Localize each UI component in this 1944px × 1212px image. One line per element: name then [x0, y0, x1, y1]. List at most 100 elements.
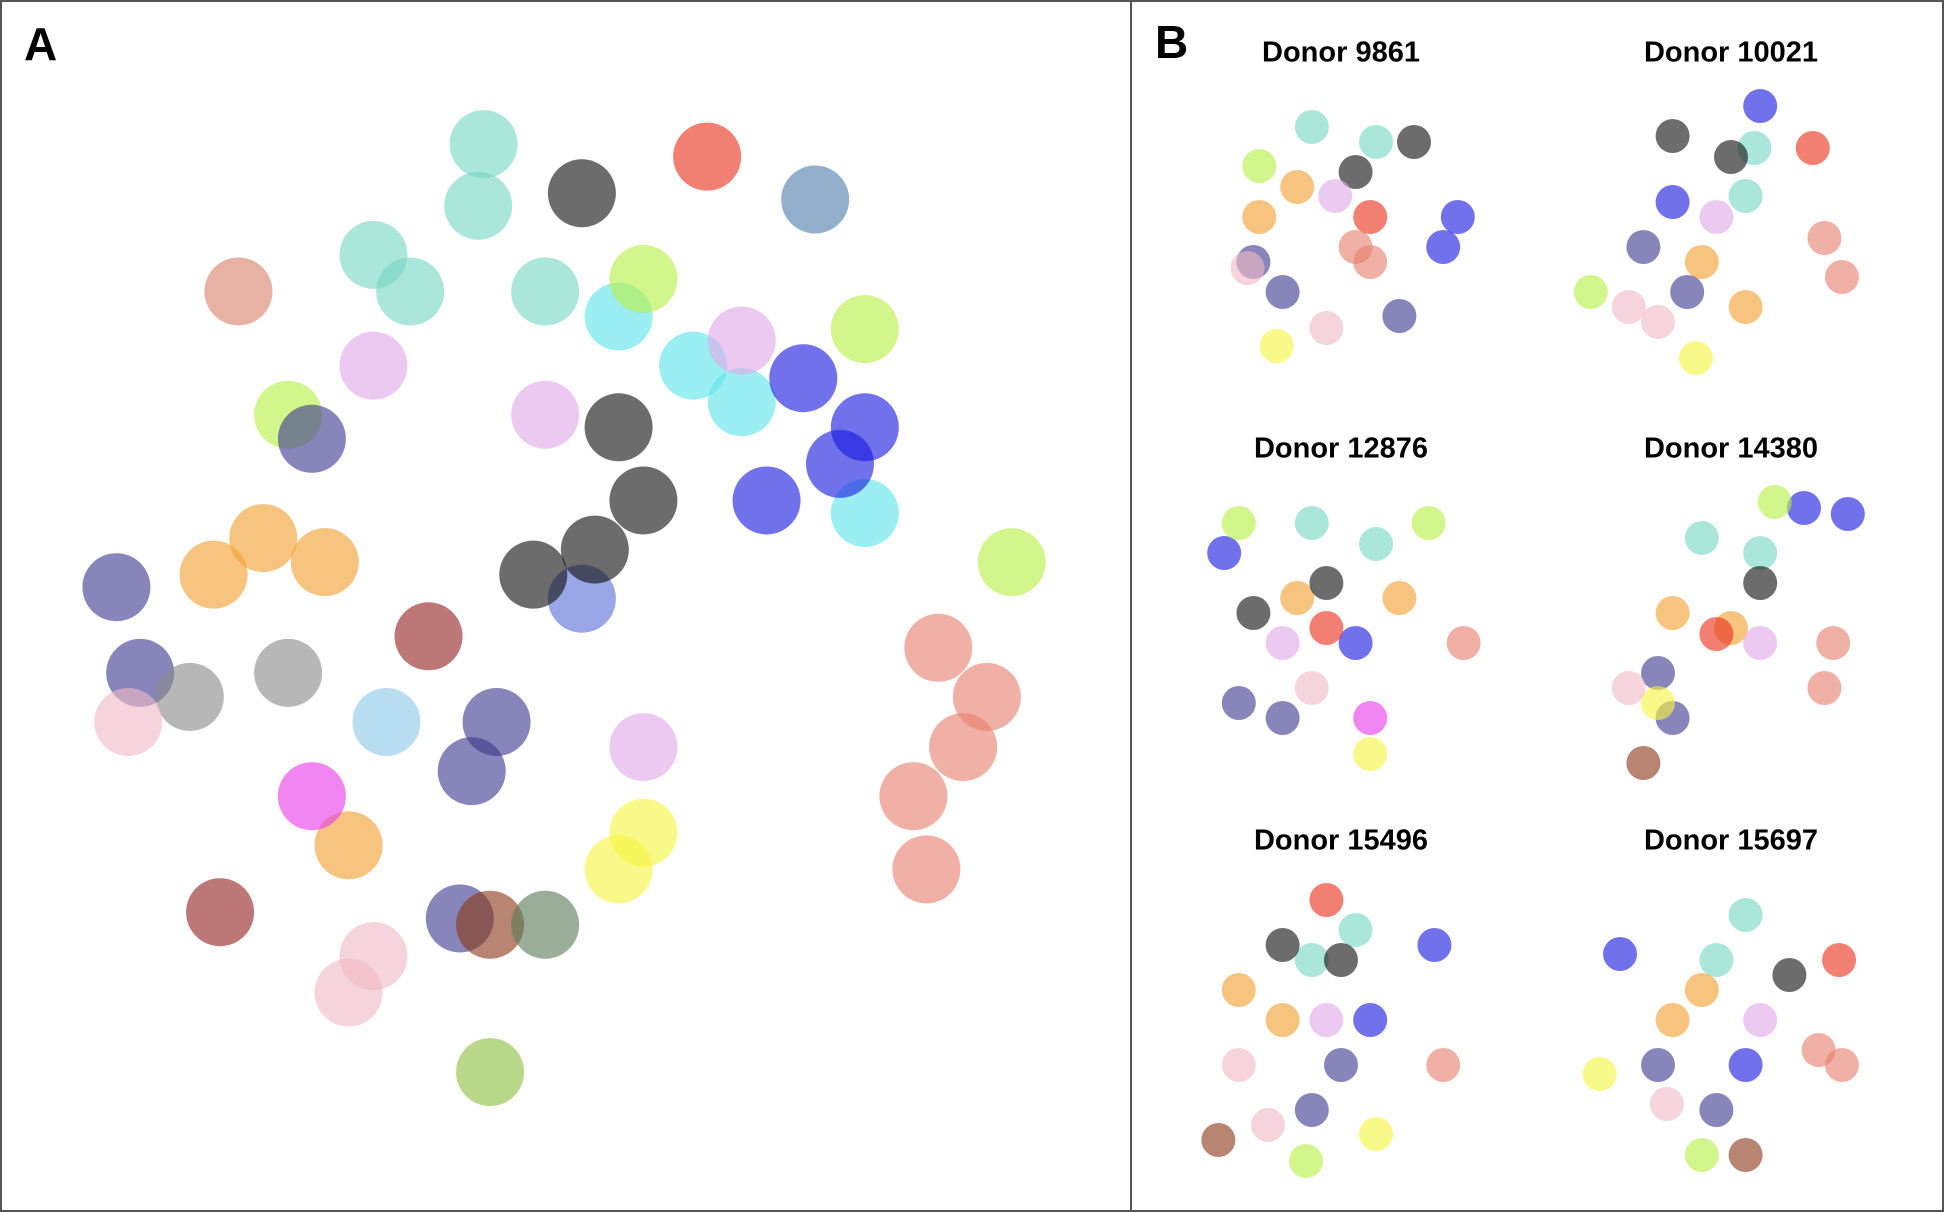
point-cluster [1822, 943, 1857, 977]
point-cluster [1309, 1003, 1344, 1037]
point-cluster [1728, 179, 1763, 213]
point-cluster [781, 165, 850, 234]
point-cluster [1397, 125, 1431, 159]
point-cluster [977, 528, 1046, 597]
point-cluster [1743, 626, 1778, 660]
point-cluster [314, 958, 383, 1027]
panel-title: Donor 10021 [1644, 37, 1818, 69]
point-cluster [892, 835, 961, 904]
point-cluster [1221, 1048, 1256, 1082]
point-cluster [1684, 245, 1719, 279]
point-cluster [339, 220, 408, 289]
panel-label: B [1155, 16, 1188, 68]
point-cluster [1353, 200, 1388, 234]
point-cluster [707, 368, 776, 437]
point-cluster [1655, 119, 1690, 153]
point-cluster [609, 713, 678, 782]
point-cluster [1309, 566, 1344, 600]
point-cluster [1611, 671, 1646, 705]
point-cluster [1353, 245, 1388, 279]
point-cluster [879, 762, 948, 831]
point-cluster [1426, 230, 1461, 264]
point-cluster [732, 466, 801, 535]
point-cluster [1338, 155, 1373, 189]
point-cluster [1655, 596, 1690, 630]
panel-title: Donor 15496 [1254, 825, 1428, 857]
point-cluster [707, 306, 776, 375]
point-cluster [1221, 506, 1256, 540]
point-cluster [1338, 626, 1373, 660]
scatter-points [1573, 89, 1859, 375]
point-cluster [449, 110, 518, 179]
point-cluster [1309, 883, 1344, 917]
point-cluster [1265, 275, 1300, 309]
point-cluster [1603, 937, 1638, 971]
point-cluster [314, 811, 383, 880]
point-cluster [186, 878, 255, 947]
point-cluster [290, 528, 359, 597]
point-cluster [462, 688, 531, 756]
point-cluster [1699, 617, 1734, 651]
point-cluster [952, 662, 1021, 731]
point-cluster [1359, 125, 1394, 159]
point-cluster [82, 553, 151, 622]
point-cluster [560, 515, 629, 584]
point-cluster [1294, 110, 1329, 144]
point-cluster [1772, 958, 1807, 992]
point-cluster [1649, 1087, 1684, 1121]
point-cluster [1411, 506, 1446, 540]
point-cluster [673, 122, 742, 191]
point-cluster [339, 331, 408, 400]
point-cluster [277, 762, 346, 831]
panel-title: Donor 14380 [1644, 433, 1818, 465]
point-cluster [1611, 290, 1646, 324]
point-cluster [456, 1038, 525, 1107]
scatter-points [1207, 506, 1481, 771]
scatter-points [1201, 883, 1461, 1178]
point-cluster [1670, 275, 1705, 309]
point-cluster [1757, 485, 1792, 519]
point-cluster [1259, 329, 1294, 363]
point-cluster [1655, 1003, 1690, 1037]
point-cluster [1573, 275, 1608, 309]
point-cluster [1426, 1048, 1461, 1082]
point-cluster [609, 466, 678, 535]
point-cluster [1684, 1138, 1719, 1172]
point-cluster [1309, 311, 1344, 345]
point-cluster [1655, 185, 1690, 219]
point-cluster [609, 244, 678, 313]
point-cluster [1221, 973, 1256, 1007]
point-cluster [1728, 1138, 1763, 1172]
point-cluster [1440, 200, 1475, 234]
point-cluster [1787, 491, 1821, 525]
point-cluster [1265, 626, 1300, 660]
panel-title: Donor 12876 [1254, 433, 1428, 465]
point-cluster [1353, 1003, 1388, 1037]
point-cluster [1728, 290, 1763, 324]
point-cluster [1318, 179, 1353, 213]
point-cluster [155, 662, 224, 731]
point-cluster [1446, 626, 1481, 660]
point-cluster [1830, 497, 1865, 531]
point-cluster [584, 835, 653, 904]
point-cluster [1641, 656, 1675, 690]
point-cluster [1807, 221, 1842, 255]
point-cluster [444, 171, 513, 240]
point-cluster [1265, 1003, 1300, 1037]
point-cluster [1353, 737, 1388, 771]
scatter-points [82, 110, 1046, 1107]
point-cluster [1684, 973, 1719, 1007]
point-cluster [769, 344, 838, 413]
point-cluster [456, 890, 525, 959]
point-cluster [204, 257, 273, 326]
point-cluster [1324, 1048, 1358, 1082]
point-cluster [1382, 581, 1417, 615]
point-cluster [1795, 131, 1830, 165]
point-cluster [1207, 536, 1242, 570]
point-cluster [830, 393, 899, 462]
point-cluster [1699, 200, 1734, 234]
point-cluster [1641, 686, 1675, 720]
point-cluster [499, 540, 568, 609]
